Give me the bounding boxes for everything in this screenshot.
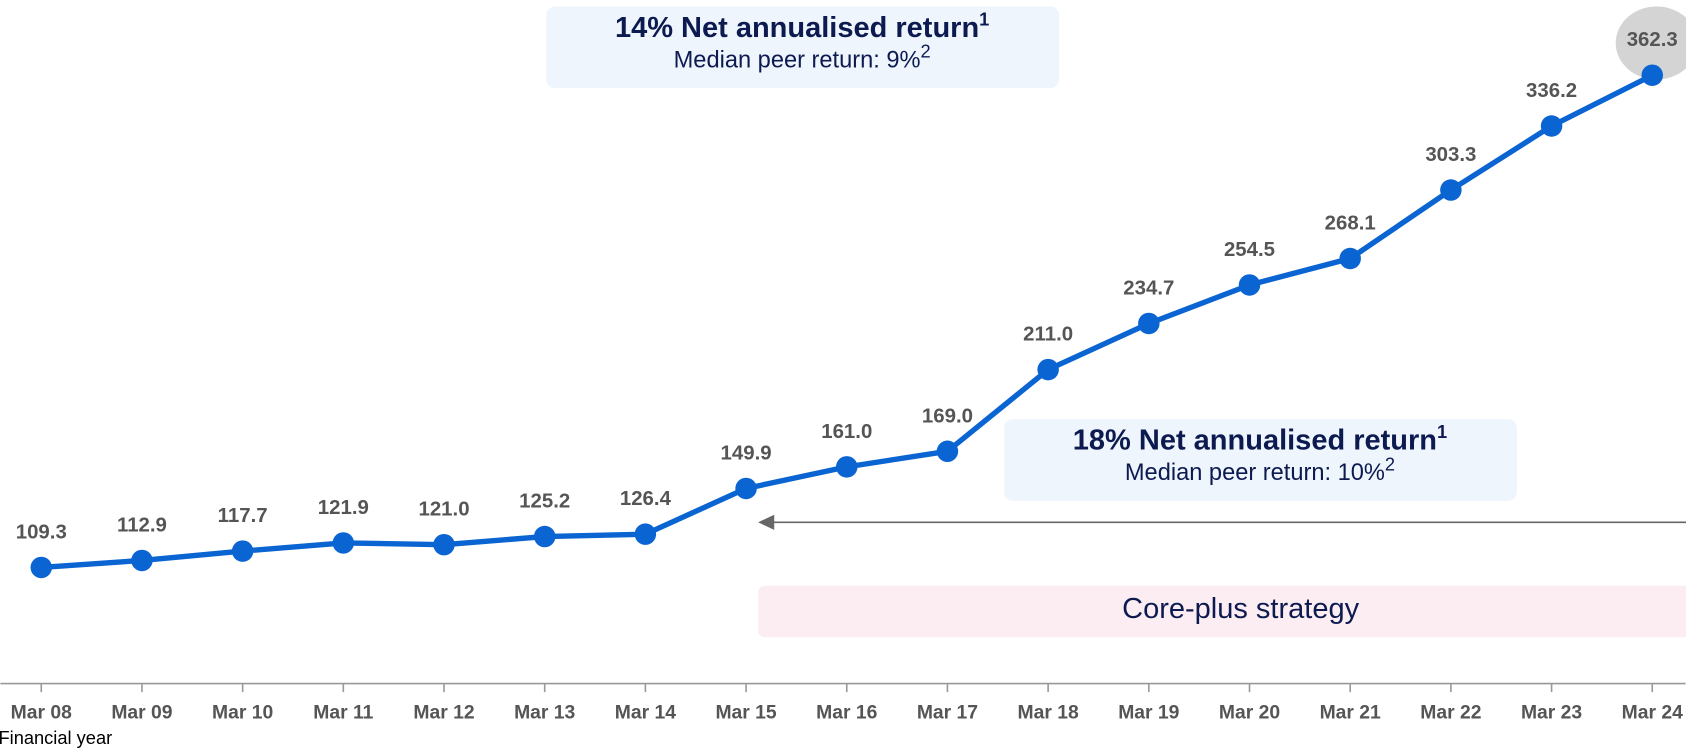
x-tick-label: Mar 17 bbox=[917, 702, 978, 724]
annotation-subtitle: Median peer return: 10%2 bbox=[1125, 453, 1395, 486]
arrow-head bbox=[758, 514, 775, 530]
x-tick-label: Mar 15 bbox=[715, 702, 776, 724]
point bbox=[1037, 358, 1059, 381]
annotation-box bbox=[1004, 419, 1517, 501]
x-tick-label: Mar 20 bbox=[1219, 702, 1280, 724]
annotation-subtitle-text: Median peer return: 9% bbox=[674, 48, 921, 74]
annotation-subtitle-text: Median peer return: 10% bbox=[1125, 460, 1385, 486]
footnote-ref: 1 bbox=[1437, 421, 1447, 442]
footnote-ref: 2 bbox=[921, 40, 931, 61]
annotation-subtitle: Median peer return: 9%2 bbox=[674, 40, 931, 73]
point bbox=[231, 540, 254, 562]
x-tick-label: Mar 09 bbox=[111, 702, 172, 724]
value-label: 211.0 bbox=[1023, 324, 1073, 346]
footnote-ref: 2 bbox=[1385, 453, 1395, 474]
strategy-band bbox=[758, 585, 1686, 638]
value-label: 112.9 bbox=[117, 514, 167, 536]
value-label: 121.9 bbox=[318, 497, 369, 519]
x-tick-label: Mar 11 bbox=[313, 702, 373, 724]
value-label: 254.5 bbox=[1224, 239, 1275, 261]
value-label: 234.7 bbox=[1123, 277, 1174, 299]
x-tick-label: Mar 08 bbox=[11, 702, 72, 724]
value-label: 121.0 bbox=[418, 499, 469, 521]
annotation-title: 14% Net annualised return1 bbox=[615, 8, 989, 43]
x-tick-label: Mar 22 bbox=[1420, 702, 1481, 724]
annotation-box bbox=[546, 6, 1060, 89]
footnote-ref: 1 bbox=[979, 8, 989, 29]
point bbox=[634, 523, 657, 545]
x-tick-label: Mar 10 bbox=[212, 702, 273, 724]
value-label: 126.4 bbox=[620, 488, 672, 510]
value-label: 303.3 bbox=[1425, 144, 1476, 166]
value-label: 117.7 bbox=[218, 505, 268, 527]
point bbox=[1238, 274, 1261, 296]
annotation-title-text: 18% Net annualised return bbox=[1073, 424, 1437, 456]
x-tick-label: Mar 21 bbox=[1320, 702, 1381, 724]
x-axis-label: Financial year bbox=[0, 727, 112, 748]
point bbox=[1138, 312, 1160, 335]
point bbox=[836, 456, 858, 478]
value-label: 362.3 bbox=[1627, 29, 1678, 51]
x-tick-label: Mar 13 bbox=[514, 702, 575, 724]
point bbox=[1540, 115, 1563, 137]
x-tick-label: Mar 23 bbox=[1521, 702, 1582, 724]
annotation-title-text: 14% Net annualised return bbox=[615, 12, 979, 44]
x-tick-label: Mar 18 bbox=[1018, 702, 1079, 724]
value-label: 161.0 bbox=[821, 421, 872, 443]
point bbox=[936, 440, 959, 463]
point bbox=[332, 532, 355, 554]
highlight bbox=[1615, 6, 1686, 80]
x-tick-label: Mar 24 bbox=[1622, 702, 1683, 724]
x-tick-label: Mar 12 bbox=[413, 702, 474, 724]
point bbox=[533, 525, 556, 548]
x-tick-label: Mar 14 bbox=[615, 702, 676, 724]
value-label: 268.1 bbox=[1325, 212, 1376, 234]
point bbox=[433, 533, 455, 556]
point bbox=[30, 556, 53, 579]
value-label: 125.2 bbox=[519, 491, 570, 513]
value-label: 109.3 bbox=[16, 521, 67, 543]
point bbox=[735, 477, 757, 500]
value-label: 336.2 bbox=[1526, 80, 1577, 102]
x-tick-label: Mar 19 bbox=[1118, 702, 1179, 724]
point bbox=[1641, 64, 1664, 86]
x-tick-label: Mar 16 bbox=[816, 702, 877, 724]
strategy-label: Core-plus strategy bbox=[1122, 593, 1359, 625]
point bbox=[1339, 247, 1361, 270]
annotation-title: 18% Net annualised return1 bbox=[1073, 421, 1447, 456]
value-label: 149.9 bbox=[721, 442, 772, 464]
value-label: 169.0 bbox=[922, 405, 973, 427]
point bbox=[1440, 179, 1462, 201]
point bbox=[131, 549, 153, 572]
